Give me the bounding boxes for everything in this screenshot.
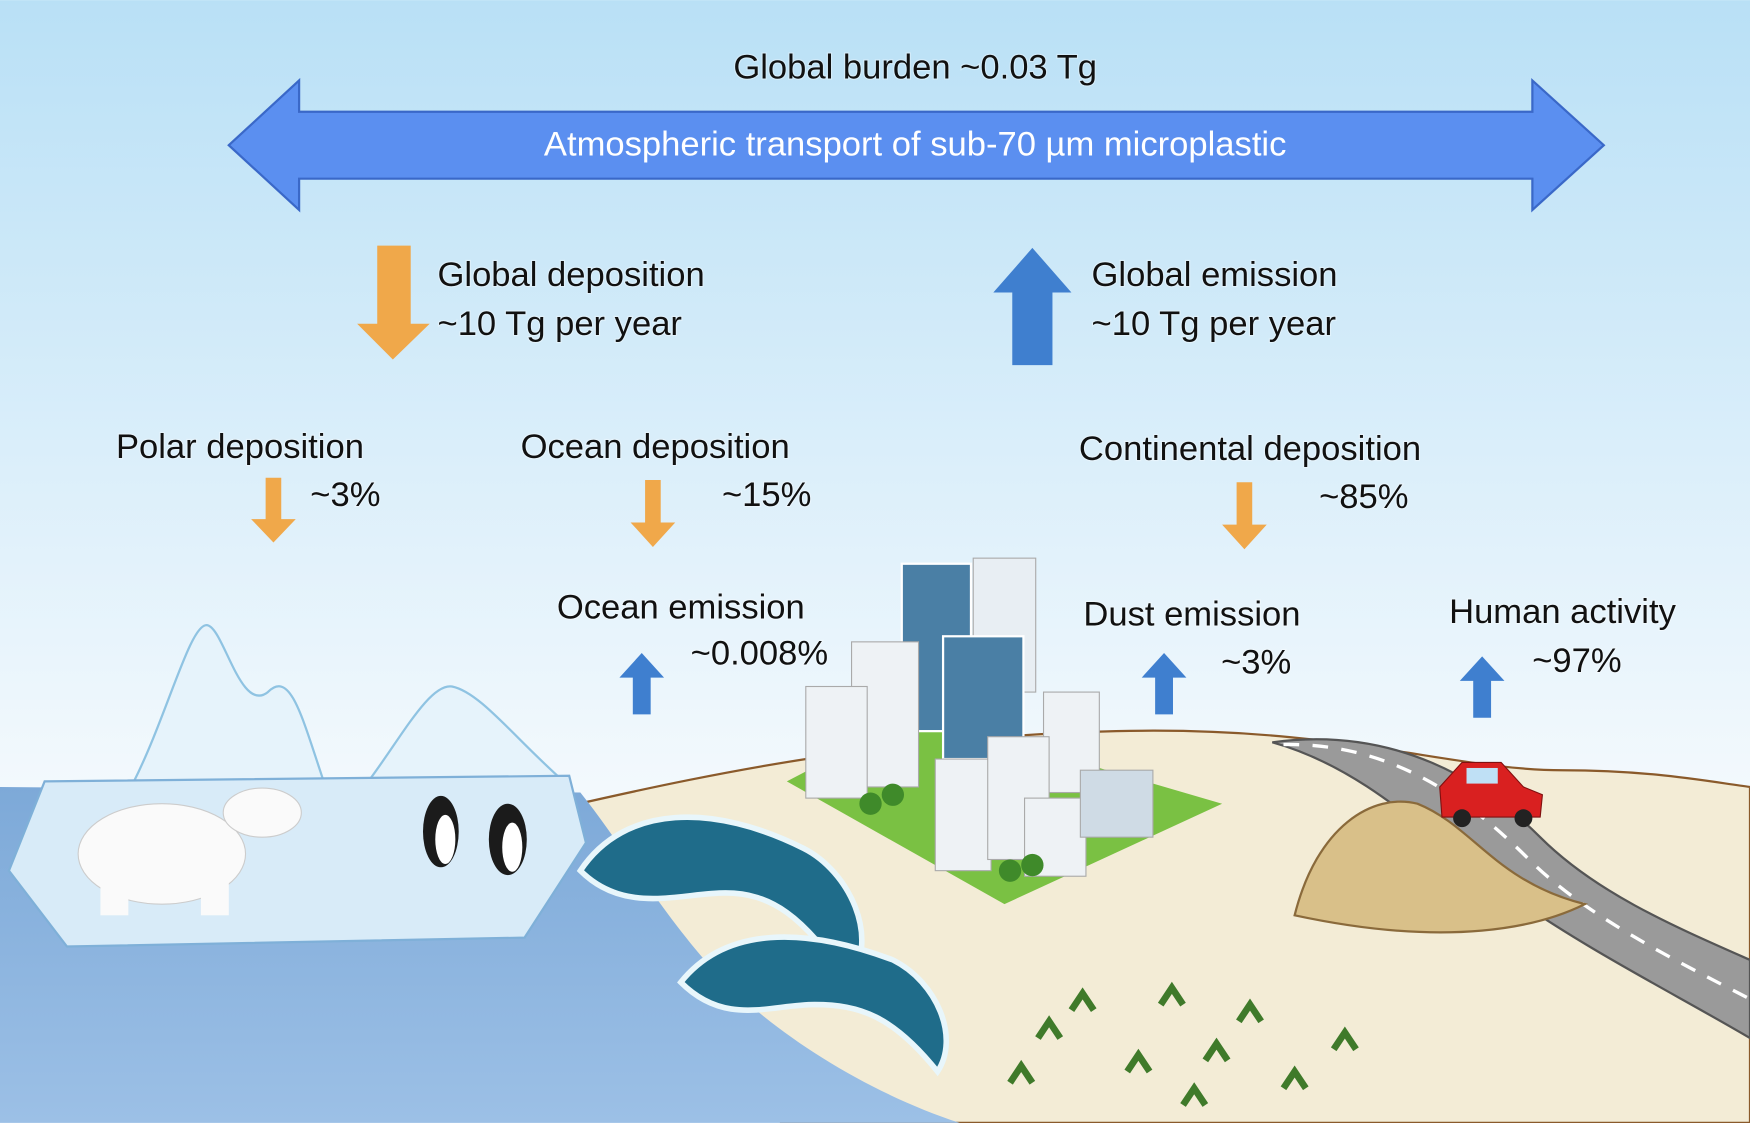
transport-arrow [227,77,1606,213]
flux-share: ~97% [1532,642,1621,680]
flux-label: Ocean emission [557,589,805,627]
flux-share: ~3% [310,476,380,514]
polar-bear [77,787,302,916]
global-emission-amount: ~10 Tg per year [1092,305,1336,343]
car [1439,761,1544,828]
flux-share: ~85% [1319,478,1408,516]
emission-arrow [993,247,1072,366]
global-deposition-amount: ~10 Tg per year [438,305,682,343]
dune [1293,800,1589,934]
flux-share: ~15% [722,476,811,514]
flux-label: Human activity [1449,593,1676,631]
up-arrow [1141,653,1187,715]
flux-share: ~3% [1221,643,1291,681]
global-deposition-label: Global deposition [438,256,705,294]
up-arrow [1459,656,1505,718]
global-emission-label: Global emission [1092,256,1338,294]
transport-label: Atmospheric transport of sub-70 µm micro… [544,125,1286,163]
plants [1007,981,1359,1107]
deposition-arrow [357,245,430,360]
down-arrow [1222,482,1267,550]
icebergs [132,623,567,783]
flux-label: Polar deposition [116,428,364,466]
city [786,557,1223,905]
road-line [1283,742,1750,1001]
global-burden: Global burden ~0.03 Tg [733,48,1097,86]
flux-share: ~0.008% [691,634,828,672]
down-arrow [630,480,676,547]
down-arrow [251,477,296,543]
penguins [422,795,527,876]
flux-label: Ocean deposition [521,428,790,466]
up-arrow [619,653,665,715]
waves [576,814,949,1077]
flux-label: Dust emission [1083,595,1300,633]
flux-label: Continental deposition [1079,430,1421,468]
